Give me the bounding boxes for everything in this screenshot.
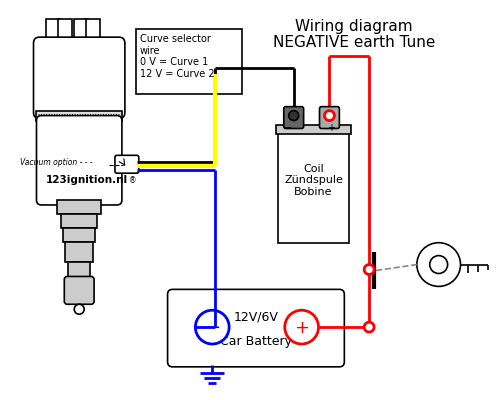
Circle shape: [430, 256, 448, 274]
Bar: [74, 19, 88, 47]
Text: 12V/6V: 12V/6V: [234, 311, 278, 324]
FancyBboxPatch shape: [64, 276, 94, 304]
Bar: [66, 242, 93, 262]
FancyBboxPatch shape: [115, 155, 139, 173]
Text: ®: ®: [129, 176, 136, 185]
Bar: [64, 228, 95, 242]
Circle shape: [324, 111, 334, 120]
Text: +: +: [328, 124, 336, 134]
Text: Coil
Zündspule
Bobine: Coil Zündspule Bobine: [284, 164, 343, 197]
Text: Wiring diagram: Wiring diagram: [296, 19, 413, 34]
FancyBboxPatch shape: [284, 107, 304, 128]
Bar: [58, 200, 101, 214]
Bar: [136, 29, 242, 94]
Text: Vacuum option - - -: Vacuum option - - -: [20, 158, 92, 167]
Circle shape: [364, 264, 374, 274]
Circle shape: [364, 322, 374, 332]
Circle shape: [417, 243, 461, 286]
FancyBboxPatch shape: [320, 107, 340, 128]
Text: −: −: [204, 319, 220, 337]
FancyBboxPatch shape: [36, 116, 122, 205]
Text: Curve selector
wire
0 V = Curve 1
12 V = Curve 2: Curve selector wire 0 V = Curve 1 12 V =…: [140, 34, 214, 79]
FancyBboxPatch shape: [34, 37, 125, 118]
Bar: [62, 214, 97, 228]
Text: −: −: [284, 124, 292, 134]
Bar: [276, 124, 351, 134]
Bar: [278, 128, 349, 243]
Bar: [86, 19, 100, 47]
FancyBboxPatch shape: [168, 289, 344, 367]
Text: 123ignition.nl: 123ignition.nl: [46, 175, 128, 185]
Text: NEGATIVE earth Tune: NEGATIVE earth Tune: [273, 35, 436, 50]
Bar: [36, 111, 122, 120]
Circle shape: [288, 111, 298, 120]
Circle shape: [196, 310, 229, 344]
Circle shape: [285, 310, 318, 344]
Bar: [46, 19, 60, 47]
Text: +: +: [294, 319, 309, 337]
Circle shape: [74, 304, 84, 314]
Bar: [68, 262, 90, 280]
Text: Car Battery: Car Battery: [220, 334, 292, 348]
Bar: [58, 19, 72, 47]
